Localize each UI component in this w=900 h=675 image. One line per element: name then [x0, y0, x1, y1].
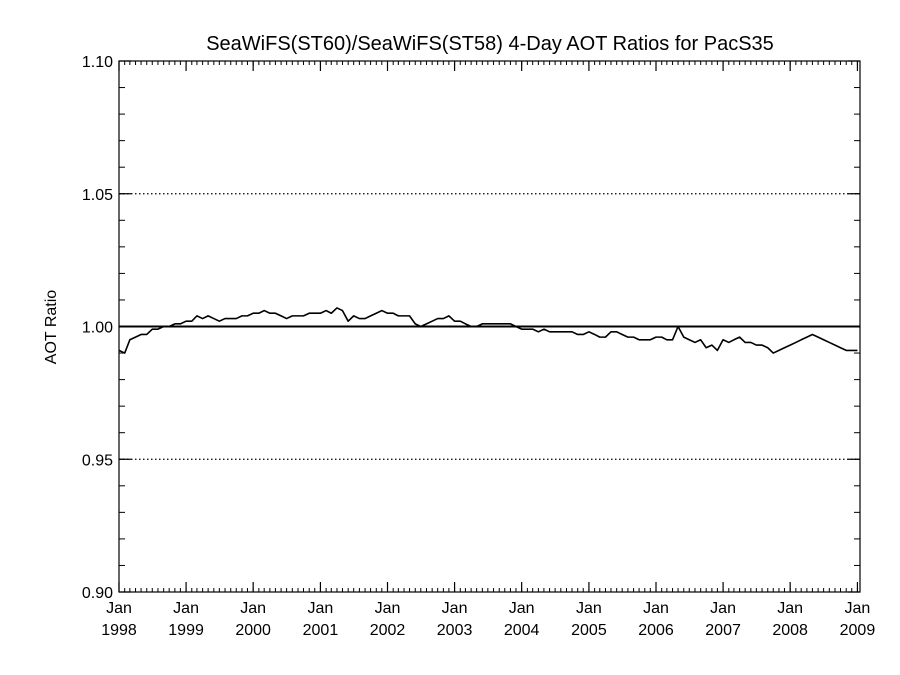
x-tick-label-month: Jan: [106, 600, 132, 617]
chart-title: SeaWiFS(ST60)/SeaWiFS(ST58) 4-Day AOT Ra…: [206, 33, 774, 55]
x-tick-label-month: Jan: [308, 600, 334, 617]
x-tick-label-month: Jan: [845, 600, 871, 617]
y-tick-label: 1.05: [82, 187, 113, 204]
x-tick-label-year: 2003: [437, 622, 473, 639]
series-line-0: [118, 307, 858, 354]
x-tick-label-month: Jan: [777, 600, 803, 617]
x-tick-label-year: 1998: [101, 622, 137, 639]
plot-frame: [118, 60, 861, 593]
x-tick-label-year: 2000: [235, 622, 271, 639]
x-tick-label-year: 1999: [168, 622, 204, 639]
x-tick-label-month: Jan: [375, 600, 401, 617]
x-tick-label-month: Jan: [173, 600, 199, 617]
x-tick-label-month: Jan: [643, 600, 669, 617]
x-tick-label-year: 2005: [571, 622, 607, 639]
y-tick-label: 0.95: [82, 452, 113, 469]
y-tick-labels: 0.90 0.95 1.00 1.05 1.10: [82, 54, 113, 602]
y-tick-label: 0.90: [82, 585, 113, 602]
x-tick-label-year: 2009: [840, 622, 876, 639]
x-tick-labels: Jan 1998 Jan 1999 Jan 2000 Jan 2001 Jan 2002 Jan 20…: [101, 600, 875, 639]
y-tick-label: 1.10: [82, 54, 113, 71]
y-tick-label: 1.00: [82, 320, 113, 337]
series-group: [118, 307, 858, 354]
reference-lines: [119, 193, 860, 460]
x-tick-label-year: 2007: [705, 622, 741, 639]
x-tick-label-month: Jan: [509, 600, 535, 617]
x-tick-label-month: Jan: [240, 600, 266, 617]
x-tick-label-month: Jan: [710, 600, 736, 617]
y-axis-label: AOT Ratio: [43, 290, 60, 365]
x-tick-label-month: Jan: [576, 600, 602, 617]
x-tick-label-year: 2002: [370, 622, 406, 639]
x-tick-label-year: 2001: [303, 622, 339, 639]
x-tick-label-month: Jan: [442, 600, 468, 617]
x-tick-label-year: 2004: [504, 622, 540, 639]
x-tick-label-year: 2008: [772, 622, 808, 639]
x-tick-label-year: 2006: [638, 622, 674, 639]
